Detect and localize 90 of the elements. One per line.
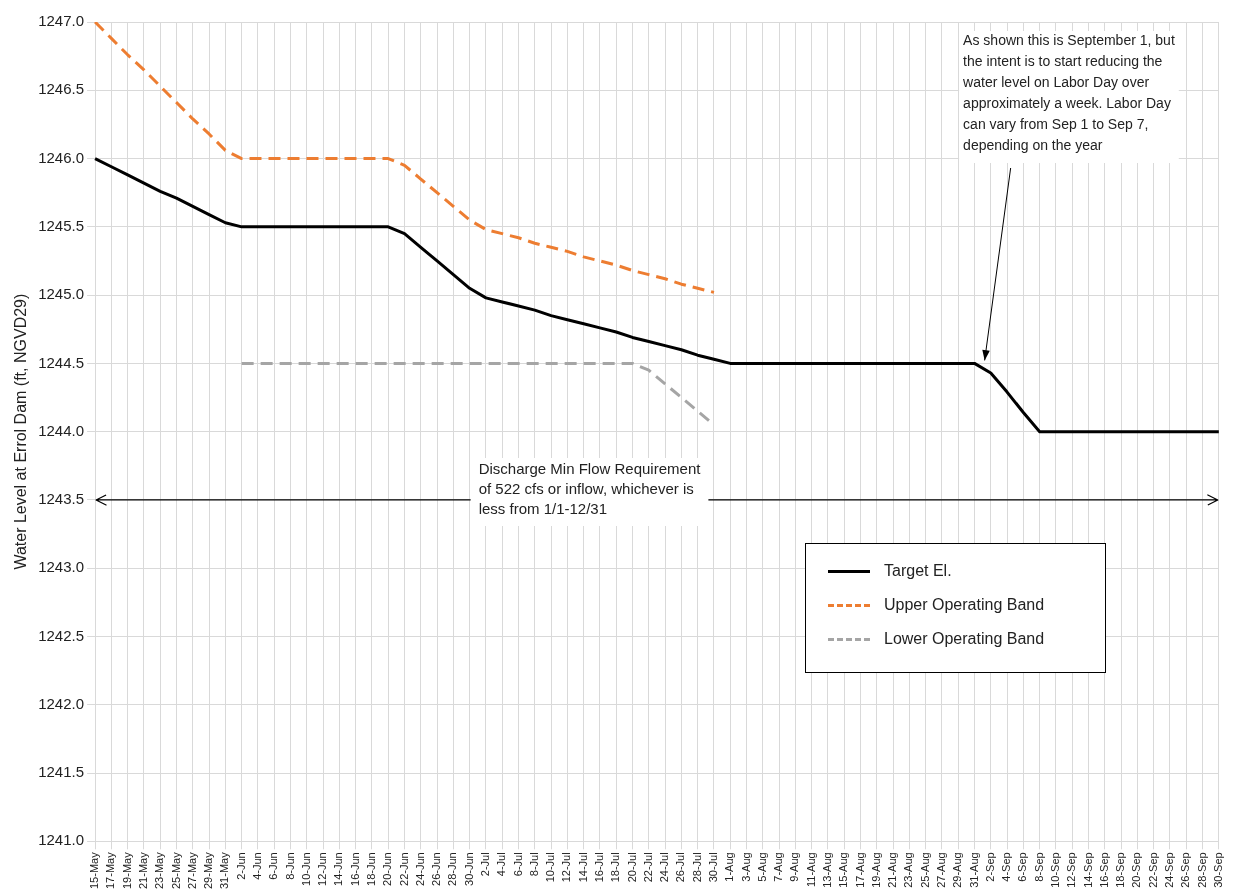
x-tick-label: 17-Aug <box>853 852 866 888</box>
x-tick-label: 4-Jun <box>250 852 263 880</box>
y-tick-label: 1244.5 <box>38 353 85 371</box>
y-tick-label: 1246.0 <box>38 148 85 166</box>
x-tick-label: 3-Aug <box>739 852 752 882</box>
x-tick-label: 26-Sep <box>1179 852 1192 888</box>
y-tick-label: 1244.0 <box>38 421 85 439</box>
x-tick-label: 10-Jun <box>299 852 312 886</box>
x-tick-label: 14-Jul <box>576 852 589 883</box>
x-tick-label: 14-Sep <box>1081 852 1094 888</box>
x-tick-label: 18-Jun <box>364 852 377 886</box>
x-tick-label: 24-Jun <box>413 852 426 886</box>
x-tick-label: 21-Aug <box>886 852 899 888</box>
x-tick-label: 8-Jul <box>527 852 540 877</box>
x-tick-label: 17-May <box>104 851 117 890</box>
x-tick-label: 2-Sep <box>983 852 996 882</box>
x-tick-label: 24-Jul <box>658 852 671 883</box>
x-tick-label: 4-Sep <box>1000 852 1013 882</box>
y-tick-label: 1243.5 <box>38 490 85 508</box>
x-tick-label: 19-Aug <box>869 852 882 888</box>
x-tick-label: 8-Sep <box>1032 852 1045 882</box>
x-tick-label: 28-Jul <box>690 852 703 883</box>
y-tick-label: 1245.5 <box>38 216 85 234</box>
x-tick-label: 28-Sep <box>1195 852 1208 888</box>
x-tick-label: 6-Jul <box>511 852 524 877</box>
x-tick-label: 23-Aug <box>902 852 915 888</box>
x-tick-label: 30-Sep <box>1211 852 1224 888</box>
x-tick-label: 11-Aug <box>804 852 817 887</box>
x-tick-label: 22-Sep <box>1146 852 1159 888</box>
y-tick-label: 1245.0 <box>38 285 85 303</box>
x-tick-label: 16-Sep <box>1097 852 1110 888</box>
x-tick-label: 12-Jul <box>560 852 573 883</box>
x-tick-label: 6-Jun <box>267 852 280 880</box>
x-tick-label: 20-Jun <box>381 852 394 886</box>
x-tick-label: 26-Jul <box>674 852 687 883</box>
y-tick-label: 1241.5 <box>38 763 85 781</box>
x-tick-label: 18-Sep <box>1114 852 1127 888</box>
x-tick-label: 27-May <box>185 851 198 890</box>
x-tick-label: 4-Jul <box>495 852 508 877</box>
legend-label: Upper Operating Band <box>884 596 1045 614</box>
x-tick-label: 25-May <box>169 851 182 890</box>
x-tick-label: 2-Jun <box>234 852 247 880</box>
x-tick-label: 10-Jul <box>544 852 557 883</box>
y-tick-label: 1242.0 <box>38 694 85 712</box>
y-tick-label: 1246.5 <box>38 80 85 98</box>
x-tick-label: 26-Jun <box>430 852 443 886</box>
ref-line-label: Discharge Min Flow Requirement of 522 cfs or inflow, whichever is less from 1/1-12/31 <box>478 459 702 517</box>
x-tick-label: 7-Aug <box>772 852 785 882</box>
x-tick-label: 25-Aug <box>918 852 931 888</box>
x-tick-label: 12-Jun <box>316 852 329 886</box>
x-tick-label: 20-Sep <box>1130 852 1143 888</box>
x-tick-label: 22-Jul <box>641 852 654 883</box>
x-tick-label: 27-Aug <box>934 852 947 888</box>
line-series <box>93 22 716 294</box>
x-tick-label: 30-Jun <box>462 852 475 886</box>
legend-label: Lower Operating Band <box>884 630 1045 648</box>
x-tick-label: 12-Sep <box>1065 852 1078 888</box>
x-tick-label: 22-Jun <box>397 852 410 886</box>
y-axis-title: Water Level at Errol Dam (ft, NGVD29) <box>12 293 30 570</box>
x-tick-label: 24-Sep <box>1162 852 1175 888</box>
annotation: As shown this is September 1, but the intent is to start reducing the water level on Labor Day over approximately a week. Labor Day can vary from Sep 1 to Sep 7, depending on the year <box>962 31 1175 153</box>
x-tick-label: 1-Aug <box>723 852 736 882</box>
legend-label: Target El. <box>884 562 952 580</box>
y-tick-label: 1243.0 <box>38 558 85 576</box>
x-tick-label: 19-May <box>120 851 133 890</box>
x-tick-label: 14-Jun <box>332 852 345 886</box>
x-tick-label: 28-Jun <box>446 852 459 886</box>
x-tick-label: 16-Jul <box>592 852 605 883</box>
x-tick-label: 16-Jun <box>348 852 361 886</box>
y-tick-label: 1247.0 <box>38 12 85 30</box>
x-tick-label: 9-Aug <box>788 852 801 882</box>
x-tick-label: 29-Aug <box>951 852 964 888</box>
x-tick-label: 2-Jul <box>478 852 491 877</box>
x-tick-label: 31-Aug <box>967 852 980 888</box>
x-tick-label: 30-Jul <box>706 852 719 883</box>
y-tick-label: 1242.5 <box>38 626 85 644</box>
y-tick-label: 1241.0 <box>38 831 85 849</box>
x-tick-label: 8-Jun <box>283 852 296 880</box>
x-tick-label: 13-Aug <box>820 852 833 888</box>
x-tick-label: 29-May <box>202 851 215 890</box>
x-tick-label: 31-May <box>218 851 231 890</box>
x-tick-label: 6-Sep <box>1016 852 1029 882</box>
x-tick-label: 21-May <box>136 851 149 890</box>
x-tick-label: 5-Aug <box>755 852 768 882</box>
x-tick-label: 20-Jul <box>625 852 638 883</box>
x-tick-label: 18-Jul <box>609 852 622 883</box>
x-tick-label: 15-May <box>88 851 101 890</box>
x-tick-label: 15-Aug <box>837 852 850 888</box>
x-tick-label: 10-Sep <box>1048 852 1061 888</box>
x-tick-label: 23-May <box>153 851 166 890</box>
